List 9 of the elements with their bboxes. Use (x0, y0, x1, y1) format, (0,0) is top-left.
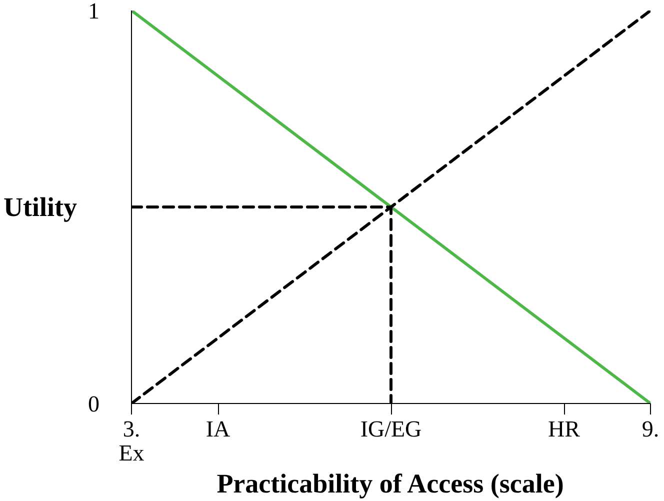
x-tick-label: IA (206, 416, 231, 442)
y-tick-label: 1 (88, 0, 100, 24)
x-tick-label: HR (548, 416, 581, 442)
x-tick-label: 3. Ex (118, 416, 145, 466)
x-axis-title: Practicability of Access (scale) (216, 468, 564, 498)
y-axis-title: Utility (4, 192, 78, 222)
x-tick-label: 9. (642, 416, 660, 442)
y-tick-label: 0 (88, 392, 100, 416)
x-tick-label: IG/EG (360, 416, 422, 442)
